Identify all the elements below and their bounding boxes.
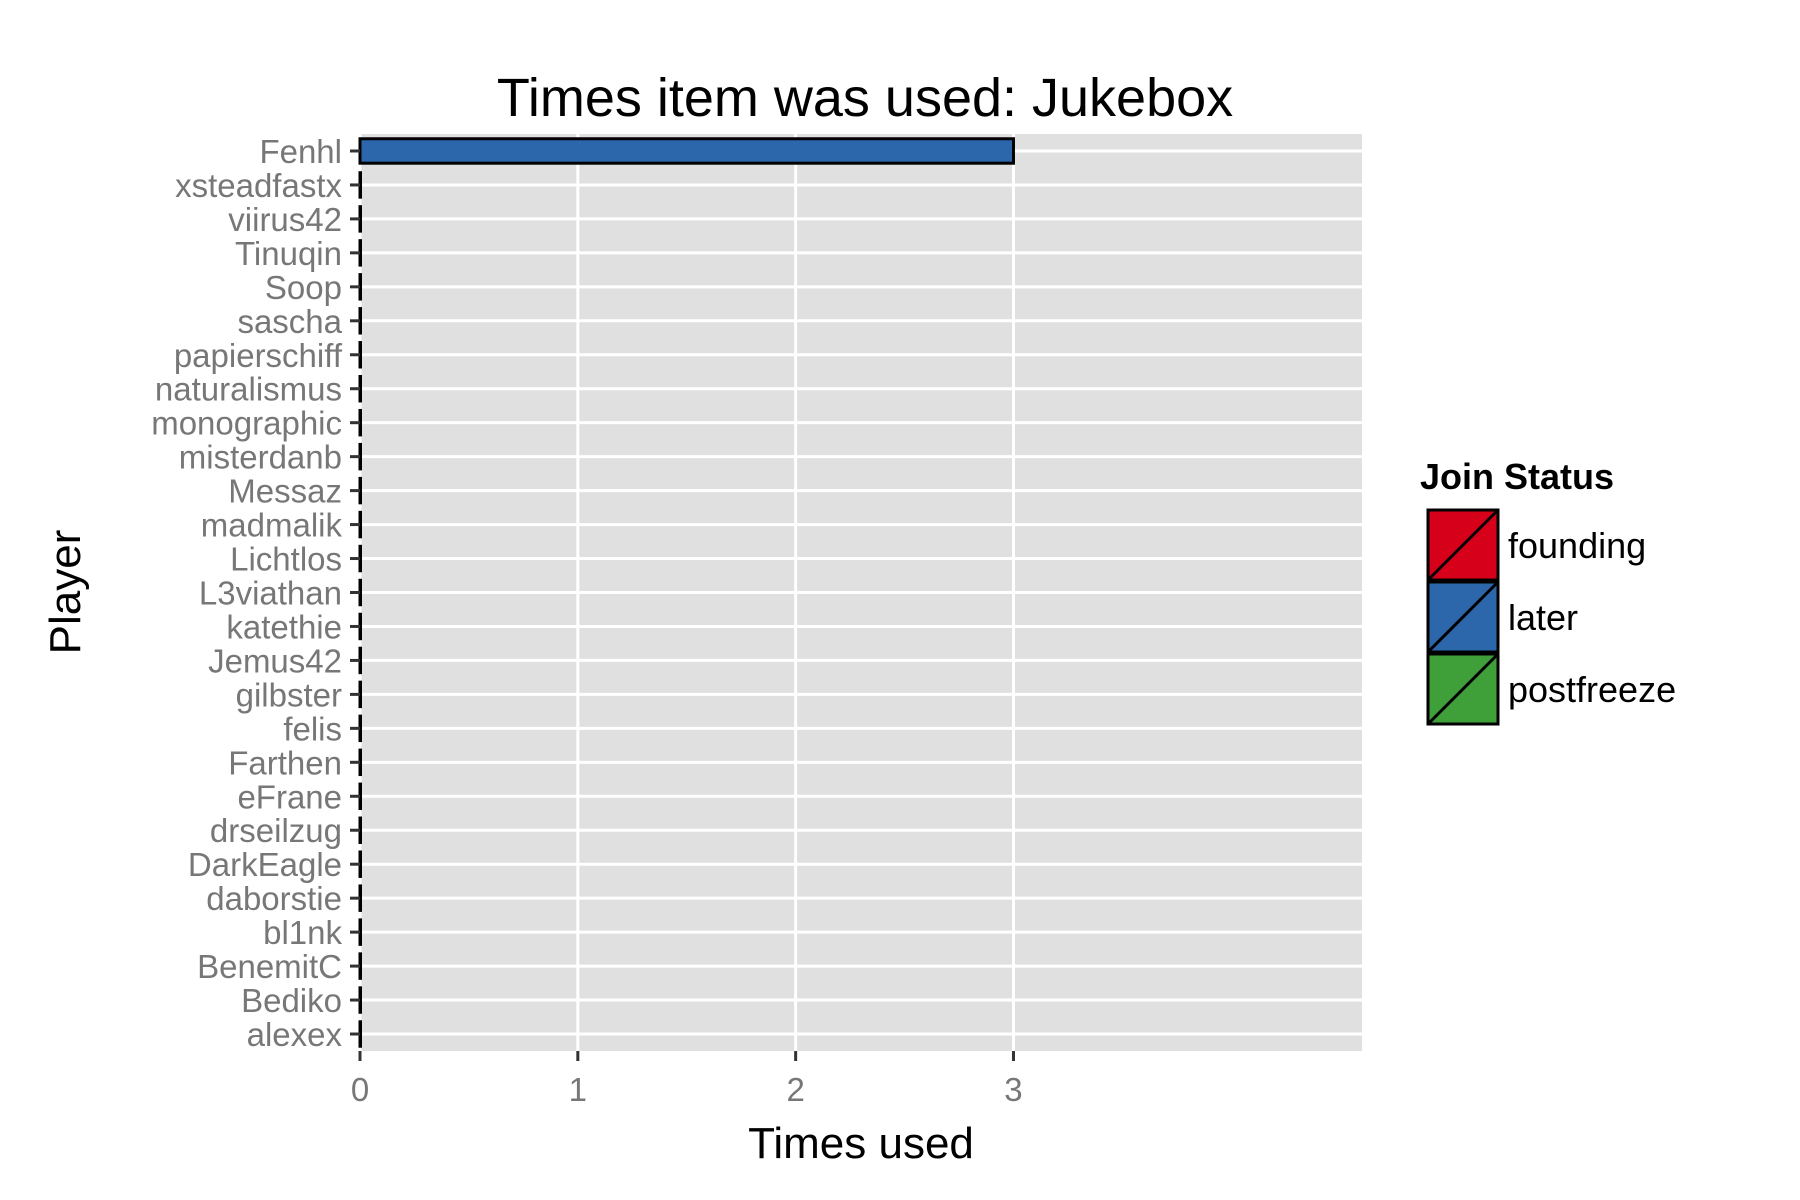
y-tick-label: BenemitC xyxy=(197,948,342,985)
y-tick-label: naturalismus xyxy=(155,371,342,408)
y-tick-label: gilbster xyxy=(236,676,342,713)
bar-Bediko xyxy=(358,986,362,1014)
y-tick-label: Tinuqin xyxy=(235,235,342,272)
y-tick-label: Messaz xyxy=(228,473,342,510)
y-tick-label: Farthen xyxy=(228,744,342,781)
bar-Lichtlos xyxy=(358,544,362,573)
bar-felis xyxy=(358,714,362,743)
y-tick-label: drseilzug xyxy=(210,812,342,849)
bar-BenemitC xyxy=(358,952,362,980)
y-tick-label: Lichtlos xyxy=(230,541,342,578)
y-tick-label: eFrane xyxy=(237,778,342,815)
y-axis: Fenhlxsteadfastxviirus42TinuqinSoopsasch… xyxy=(151,133,360,1053)
bar-daborstie xyxy=(358,884,362,912)
bar-alexex xyxy=(358,1020,362,1048)
bar-Tinuqin xyxy=(358,239,362,267)
y-tick-label: Soop xyxy=(265,269,342,306)
y-tick-label: Fenhl xyxy=(259,133,342,170)
bar-Jemus42 xyxy=(358,646,362,675)
bar-naturalismus xyxy=(358,374,362,403)
y-tick-label: misterdanb xyxy=(179,439,342,476)
legend-label: founding xyxy=(1508,525,1646,566)
y-tick-label: sascha xyxy=(237,303,342,340)
chart-title: Times item was used: Jukebox xyxy=(497,68,1233,128)
bar-drseilzug xyxy=(358,816,362,844)
y-axis-title: Player xyxy=(41,530,90,655)
y-tick-label: monographic xyxy=(151,405,342,442)
bar-bl1nk xyxy=(358,918,362,946)
legend-label: postfreeze xyxy=(1508,669,1676,710)
y-tick-label: felis xyxy=(283,710,342,747)
bar-misterdanb xyxy=(358,442,362,471)
legend-key-slash xyxy=(1426,652,1500,726)
x-axis-title: Times used xyxy=(748,1119,974,1168)
y-tick-label: xsteadfastx xyxy=(175,167,342,204)
legend: Join Status founding later postfreeze xyxy=(1420,456,1676,726)
bar-Fenhl xyxy=(358,137,1015,165)
legend-key-slash xyxy=(1426,580,1500,654)
y-tick-label: madmalik xyxy=(201,507,343,544)
bar-Soop xyxy=(358,273,362,301)
x-tick-label: 2 xyxy=(786,1071,804,1108)
bar-papierschiff xyxy=(358,341,362,369)
bar-viirus42 xyxy=(358,205,362,233)
y-tick-label: L3viathan xyxy=(199,575,342,612)
y-tick-label: Bediko xyxy=(241,982,342,1019)
x-tick-label: 0 xyxy=(351,1071,369,1108)
grid-lines xyxy=(358,134,1362,1051)
bar-Messaz xyxy=(358,476,362,505)
y-tick-label: viirus42 xyxy=(228,201,342,238)
y-tick-label: daborstie xyxy=(206,880,342,917)
bar-gilbster xyxy=(358,680,362,709)
y-tick-label: bl1nk xyxy=(263,914,342,951)
legend-label: later xyxy=(1508,597,1578,638)
bar-DarkEagle xyxy=(358,850,362,878)
y-tick-label: katethie xyxy=(226,608,342,645)
y-tick-label: alexex xyxy=(247,1016,343,1053)
x-tick-label: 3 xyxy=(1004,1071,1022,1108)
bar-eFrane xyxy=(358,782,362,811)
bar-sascha xyxy=(358,307,362,335)
bar-katethie xyxy=(358,612,362,641)
legend-key-slash xyxy=(1426,508,1500,582)
y-tick-label: papierschiff xyxy=(174,337,343,374)
bar-L3viathan xyxy=(358,578,362,607)
x-axis: 0 1 2 3 xyxy=(351,1051,1023,1108)
y-tick-label: Jemus42 xyxy=(208,642,342,679)
bar-Farthen xyxy=(358,748,362,777)
bar-madmalik xyxy=(358,510,362,539)
y-tick-label: DarkEagle xyxy=(188,846,342,883)
bar-monographic xyxy=(358,408,362,437)
x-tick-label: 1 xyxy=(569,1071,587,1108)
legend-title: Join Status xyxy=(1420,456,1614,497)
bar-xsteadfastx xyxy=(358,171,362,199)
